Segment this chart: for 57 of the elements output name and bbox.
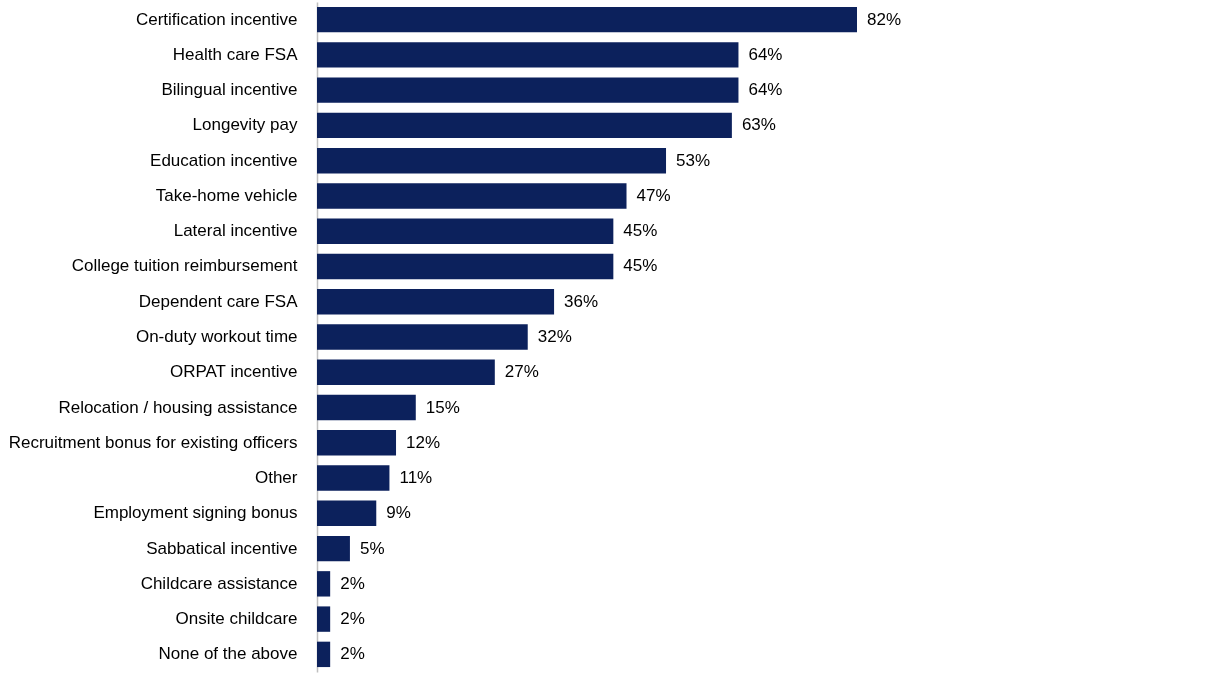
data-label: 64%	[748, 80, 783, 100]
bar	[317, 430, 397, 456]
bar	[317, 394, 416, 421]
data-label: 2%	[340, 609, 365, 629]
bar	[317, 218, 614, 244]
bar	[317, 465, 390, 491]
bar	[317, 606, 331, 632]
bar	[317, 500, 377, 527]
bar	[317, 77, 739, 103]
data-label: 63%	[741, 115, 776, 135]
data-label: 12%	[406, 432, 441, 452]
y-tick-label: Take-home vehicle	[155, 185, 298, 205]
bar	[317, 359, 495, 385]
bar	[317, 289, 555, 315]
y-tick-label: Dependent care FSA	[138, 291, 299, 311]
y-tick-label: ORPAT incentive	[169, 362, 298, 382]
data-label: 64%	[748, 44, 783, 64]
bar	[317, 641, 331, 668]
y-tick-label: Education incentive	[150, 150, 298, 170]
y-tick-label: Employment signing bonus	[93, 503, 298, 523]
bar	[317, 183, 627, 209]
data-label: 2%	[340, 573, 365, 593]
data-label: 5%	[359, 538, 385, 558]
bar	[317, 147, 667, 174]
bar	[317, 253, 614, 280]
bar	[317, 324, 528, 350]
y-tick-label: Health care FSA	[172, 44, 299, 64]
y-tick-label: On-duty workout time	[135, 327, 298, 346]
data-label: 32%	[537, 327, 572, 346]
data-label: 9%	[386, 503, 411, 523]
bar	[317, 571, 331, 597]
y-tick-label: Recruitment bonus for existing officers	[8, 432, 298, 452]
data-label: 27%	[504, 362, 539, 382]
data-label: 47%	[636, 185, 671, 205]
y-tick-label: Lateral incentive	[173, 221, 298, 241]
data-label: 11%	[399, 468, 433, 488]
y-tick-label: Sabbatical incentive	[146, 538, 298, 558]
y-tick-label: Longevity pay	[192, 115, 298, 135]
y-tick-label: Childcare assistance	[140, 573, 298, 593]
data-label: 2%	[340, 644, 365, 664]
y-tick-label: Other	[254, 468, 298, 488]
data-label: 45%	[623, 221, 658, 241]
data-label: 45%	[623, 256, 658, 276]
data-label: 15%	[425, 397, 460, 417]
y-tick-label: Bilingual incentive	[161, 80, 298, 100]
data-label: 36%	[564, 291, 599, 311]
bar	[317, 112, 732, 139]
data-label: 53%	[676, 150, 711, 170]
y-tick-label: College tuition reimbursement	[71, 256, 298, 276]
y-tick-label: None of the above	[158, 644, 298, 664]
y-tick-label: Onsite childcare	[175, 609, 298, 629]
bar	[317, 42, 739, 68]
bar	[317, 6, 857, 33]
data-label: 82%	[867, 9, 902, 29]
bar	[317, 535, 350, 562]
y-tick-label: Certification incentive	[135, 9, 298, 29]
y-tick-label: Relocation / housing assistance	[58, 397, 298, 417]
